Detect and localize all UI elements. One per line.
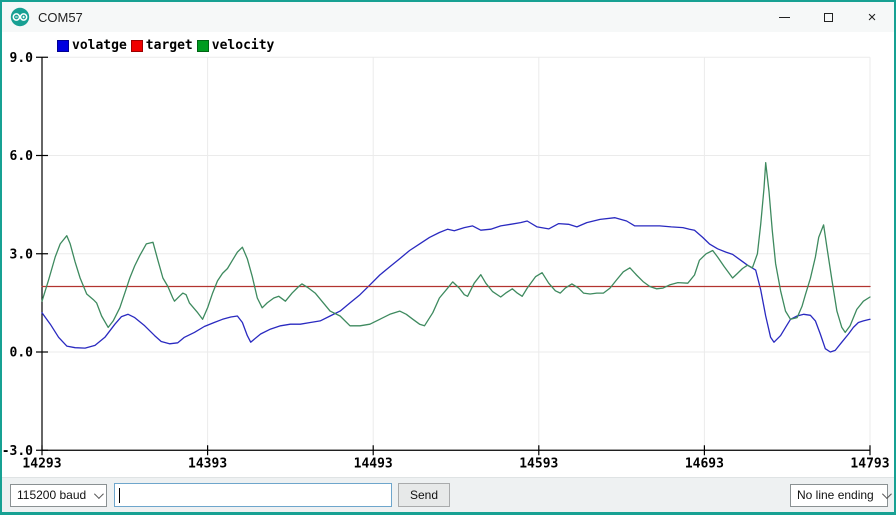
y-tick-label: 0.0 <box>10 346 34 361</box>
x-tick-label: 14393 <box>188 456 227 471</box>
minimize-button[interactable] <box>762 2 806 32</box>
baud-rate-select[interactable]: 115200 baud <box>10 483 107 507</box>
legend-swatch-velocity <box>196 39 209 52</box>
baud-rate-value: 115200 baud <box>17 488 87 502</box>
x-tick-label: 14493 <box>354 456 393 471</box>
close-icon: × <box>867 8 877 26</box>
maximize-icon <box>823 12 833 22</box>
legend-swatch-target <box>130 39 143 52</box>
y-tick-label: 6.0 <box>10 149 34 164</box>
series-line-volatge <box>41 217 871 353</box>
legend-label: volatge <box>72 38 127 53</box>
text-cursor <box>119 487 120 503</box>
arduino-logo-icon <box>10 7 30 27</box>
legend-item-target: target <box>130 38 193 53</box>
title-bar: COM57 × <box>2 2 894 32</box>
x-tick-label: 14293 <box>22 456 61 471</box>
legend-label: target <box>145 38 193 53</box>
line-ending-value: No line ending <box>797 488 874 502</box>
maximize-button[interactable] <box>806 2 850 32</box>
x-tick-label: 14793 <box>850 456 889 471</box>
y-tick-label: -3.0 <box>2 444 33 459</box>
legend-item-velocity: velocity <box>196 38 275 53</box>
legend-label: velocity <box>211 38 275 53</box>
serial-message-input[interactable] <box>114 483 392 507</box>
chevron-down-icon <box>94 488 105 499</box>
minimize-icon <box>778 16 790 18</box>
plot-area: 9.0 6.0 3.0 0.0 -3.0 14293 14393 14493 14593 1469… <box>2 32 894 477</box>
chart-legend: volatge target velocity <box>57 38 278 53</box>
bottom-bar: 115200 baud Send No line ending <box>2 477 894 512</box>
x-tick-label: 14693 <box>685 456 724 471</box>
chevron-down-icon <box>881 488 892 499</box>
send-button[interactable]: Send <box>398 483 450 507</box>
legend-swatch-volatge <box>57 39 69 52</box>
line-ending-select[interactable]: No line ending <box>790 483 892 507</box>
series-line-velocity <box>41 162 871 334</box>
legend-item-volatge: volatge <box>57 38 127 53</box>
y-tick-label: 9.0 <box>10 51 34 66</box>
close-button[interactable]: × <box>850 2 894 32</box>
y-tick-label: 3.0 <box>10 247 34 262</box>
x-tick-label: 14593 <box>519 456 558 471</box>
window-title: COM57 <box>38 9 83 25</box>
